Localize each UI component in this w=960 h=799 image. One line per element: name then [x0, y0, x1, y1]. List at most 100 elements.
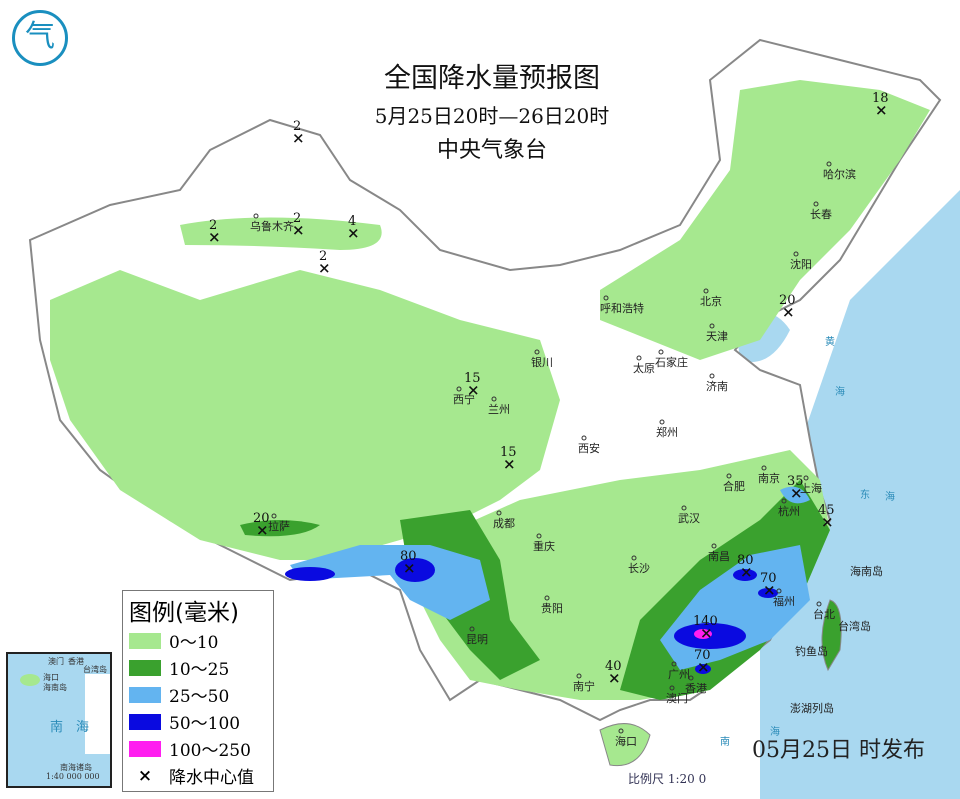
precip-center-value: 20 — [253, 511, 270, 526]
inset-label: 海 — [76, 720, 90, 735]
city-marker — [496, 510, 502, 516]
city-marker — [536, 533, 542, 539]
inset-label: 海南岛 — [43, 683, 67, 692]
legend-label: 10～25 — [169, 660, 230, 680]
city-label: 合肥 — [723, 479, 745, 493]
city-label: 武汉 — [678, 512, 700, 525]
rain-0-10-northeast — [600, 80, 930, 360]
city-label: 长沙 — [628, 562, 650, 575]
legend-label: 25～50 — [169, 687, 230, 707]
issuer: 中央气象台 — [436, 138, 547, 163]
city-label: 石家庄 — [655, 355, 688, 369]
city-marker — [709, 373, 715, 379]
city-label: 台北 — [813, 607, 835, 621]
city-label: 拉萨 — [268, 519, 290, 533]
city-marker — [726, 473, 732, 479]
city-label: 南昌 — [708, 550, 730, 563]
city-label: 广州 — [668, 668, 690, 681]
city-marker — [618, 728, 624, 734]
city-label: 海口 — [615, 734, 637, 748]
precip-center-marker: × — [821, 513, 834, 531]
rain-50-100-n1 — [733, 569, 757, 581]
legend-label: 降水中心值 — [169, 768, 254, 788]
city-marker — [669, 685, 675, 691]
precip-center-marker: × — [608, 669, 621, 687]
precip-center-marker: × — [208, 228, 221, 246]
precip-center-marker: × — [782, 303, 795, 321]
city-marker — [631, 555, 637, 561]
city-marker — [703, 288, 709, 294]
inset-label: 香港 — [68, 657, 84, 666]
inset-hainan — [20, 674, 40, 686]
legend-item: 10～25 — [129, 654, 273, 681]
city-marker — [709, 323, 715, 329]
city-marker — [803, 475, 809, 481]
city-label: 成都 — [493, 517, 515, 530]
precip-center-value: 45 — [818, 503, 835, 518]
city-marker — [781, 498, 787, 504]
legend-item: 100～250 — [129, 735, 273, 762]
city-label: 西宁 — [453, 392, 475, 406]
legend-label: 50～100 — [169, 714, 241, 734]
rain-25-50-sh — [780, 486, 810, 504]
sea-label: 海 — [835, 385, 845, 398]
legend-title: 图例(毫米) — [129, 600, 239, 626]
precip-center-value: 35 — [787, 474, 804, 489]
precip-center-value: 15 — [500, 445, 517, 460]
map-title: 全国降水量预报图 — [384, 63, 600, 94]
sea-label: 海 — [885, 490, 895, 503]
precip-center-value: 80 — [400, 549, 417, 564]
rain-50-100-sw — [395, 558, 435, 582]
precip-center-marker: × — [697, 658, 710, 676]
legend-swatch — [129, 686, 161, 703]
city-marker — [491, 396, 497, 402]
city-marker — [826, 161, 832, 167]
precip-center-value: 2 — [293, 119, 301, 134]
sea-label: 澎湖列岛 — [790, 701, 834, 715]
sea-label: 南 — [720, 735, 730, 748]
precip-center-marker: × — [790, 484, 803, 502]
city-marker — [813, 201, 819, 207]
rain-10-25-tibet — [240, 520, 320, 537]
legend-item: 25～50 — [129, 681, 273, 708]
city-label: 银川 — [531, 355, 553, 369]
city-marker — [534, 349, 540, 355]
legend-item-center: × 降水中心值 — [129, 762, 273, 789]
precip-center-marker: × — [740, 563, 753, 581]
inset-label: 台湾岛 — [83, 665, 107, 674]
cross-icon: × — [137, 765, 153, 786]
city-label: 澳门 — [666, 691, 688, 705]
legend-label: 100～250 — [169, 741, 251, 761]
legend-swatch — [129, 632, 161, 649]
precip-center-value: 18 — [872, 91, 889, 106]
rain-100-250-jx — [694, 629, 712, 639]
city-marker — [603, 295, 609, 301]
precip-center-marker: × — [292, 221, 305, 239]
inset-philippines — [85, 674, 110, 754]
precip-center-marker: × — [256, 521, 269, 539]
sea-label: 东 — [860, 488, 870, 501]
cma-logo: 气 — [12, 10, 68, 66]
city-label: 郑州 — [656, 425, 678, 439]
precip-center-marker: × — [763, 581, 776, 599]
city-label: 贵阳 — [541, 602, 563, 615]
precip-center-marker: × — [700, 624, 713, 642]
map-scale: 比例尺 1:20 0 — [628, 772, 707, 786]
city-marker — [688, 675, 694, 681]
precip-center-marker: × — [403, 559, 416, 577]
city-marker — [711, 543, 717, 549]
city-label: 南宁 — [573, 679, 595, 693]
precip-center-marker: × — [467, 381, 480, 399]
inset-label: 南 — [50, 720, 64, 735]
precip-center-marker: × — [347, 224, 360, 242]
precip-center-value: 40 — [605, 659, 622, 674]
south-china-sea-inset: 澳门 香港 海口 海南岛 台湾岛 南 海 南海诸岛 1:40 000 000 — [6, 652, 112, 788]
city-marker — [816, 601, 822, 607]
city-label: 沈阳 — [790, 257, 812, 271]
inset-scale: 1:40 000 000 — [46, 772, 100, 781]
city-label: 长春 — [810, 208, 832, 221]
city-marker — [544, 595, 550, 601]
city-marker — [271, 513, 277, 519]
sea-label: 台湾岛 — [838, 619, 871, 633]
precip-center-value: 140 — [693, 614, 718, 629]
